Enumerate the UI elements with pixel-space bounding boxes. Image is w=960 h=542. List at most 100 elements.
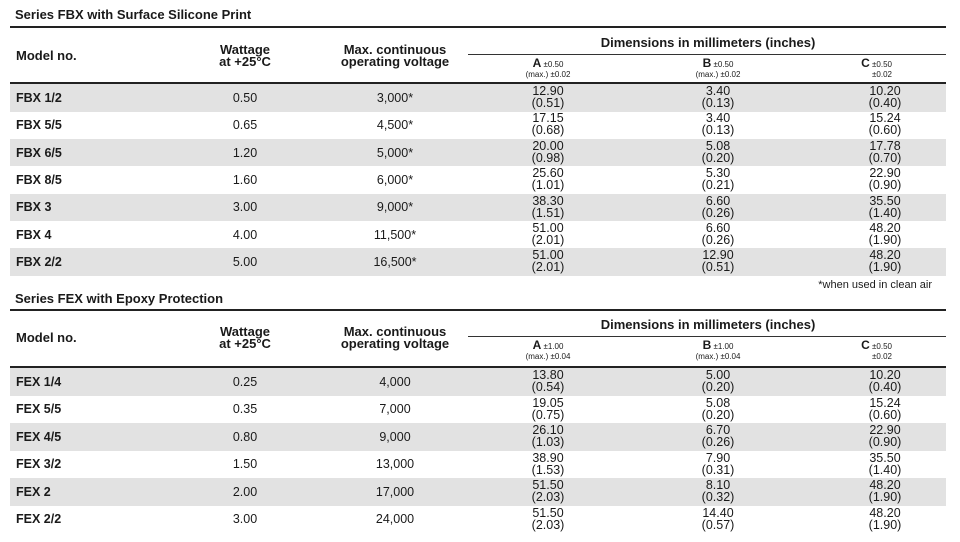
table-row: FBX 1/2 0.50 3,000* 12.90 (0.51) 3.40 (0.13) 10… xyxy=(10,84,946,112)
dimension-c: 22.90 (0.90) xyxy=(835,166,935,192)
dimension-b-mm: 5.08 xyxy=(705,395,731,410)
dimension-a: 26.10 (1.03) xyxy=(488,423,608,449)
table-row: FBX 8/5 1.60 6,000* 25.60 (1.01) 5.30 (0.21) 22… xyxy=(10,166,946,194)
dimension-c: 48.20 (1.90) xyxy=(835,506,935,532)
dimension-c-inch: (0.70) xyxy=(868,150,902,165)
dim-c-tolerance: ±0.50 xyxy=(872,60,892,69)
wattage-label-line1: Wattage xyxy=(219,42,271,57)
dimension-c: 35.50 (1.40) xyxy=(835,193,935,219)
dimension-c-mm: 35.50 xyxy=(869,450,901,465)
dimension-b: 7.90 (0.31) xyxy=(658,450,778,477)
dimension-c: 48.20 (1.90) xyxy=(835,248,935,274)
dimension-c-mm: 48.20 xyxy=(869,248,901,263)
model-number: FBX 8/5 xyxy=(16,172,62,187)
voltage-value: 11,500* xyxy=(373,227,417,242)
dimension-b-mm: 7.90 xyxy=(705,450,731,465)
dimension-c-inch: (1.40) xyxy=(868,462,902,477)
fbx-footnote: *when used in clean air xyxy=(818,279,932,291)
dim-a-tolerance: ±0.50 xyxy=(543,60,564,69)
dimension-c: 48.20 (1.90) xyxy=(835,479,935,504)
model-number: FBX 5/5 xyxy=(16,118,62,133)
fbx-header-voltage: Max. continuous operating voltage xyxy=(315,43,475,69)
dimension-b-mm: 6.70 xyxy=(705,423,731,437)
dimension-c: 10.20 (0.40) xyxy=(835,368,935,394)
dimension-a-mm: 38.30 xyxy=(532,193,564,208)
wattage-value: 1.20 xyxy=(232,145,258,160)
dimension-a: 51.00 (2.01) xyxy=(488,221,608,247)
dimension-a: 20.00 (0.98) xyxy=(488,140,608,165)
wattage-value: 0.80 xyxy=(232,429,258,444)
model-number: FEX 5/5 xyxy=(16,402,62,417)
dimension-c: 17.78 (0.70) xyxy=(835,138,935,165)
wattage-value: 0.50 xyxy=(232,90,258,105)
fex-header-rule xyxy=(10,366,946,368)
table-row: FBX 4 4.00 11,500* 51.00 (2.01) 6.60 (0.26) 48.… xyxy=(10,221,946,249)
dim-a-tolerance: ±1.00 xyxy=(543,342,564,351)
table-row: FBX 3 3.00 9,000* 38.30 (1.51) 6.60 (0.26) 35.5… xyxy=(10,193,946,222)
dimension-c-mm: 35.50 xyxy=(869,193,901,208)
dimension-a-mm: 51.00 xyxy=(532,221,564,235)
dimension-c-inch: (1.90) xyxy=(868,517,902,532)
dimension-a-inch: (1.01) xyxy=(531,178,565,193)
dimension-b-mm: 6.60 xyxy=(705,193,731,208)
dim-c-tolerance-inch: ±0.02 xyxy=(872,70,892,79)
dim-b-tolerance: ±0.50 xyxy=(713,60,734,69)
dimension-a-mm: 26.10 xyxy=(532,423,564,437)
model-number: FBX 6/5 xyxy=(16,145,62,160)
fex-top-rule xyxy=(10,309,946,311)
dimension-a-mm: 12.90 xyxy=(532,84,564,98)
dim-b-letter: B xyxy=(702,56,712,70)
model-number: FEX 2 xyxy=(16,484,51,499)
wattage-value: 1.50 xyxy=(232,457,258,472)
dimension-b-inch: (0.32) xyxy=(701,490,735,504)
wattage-value: 0.35 xyxy=(232,402,258,417)
wattage-value: 0.65 xyxy=(232,118,258,133)
fex-dimensions-title: Dimensions in millimeters (inches) xyxy=(600,317,816,332)
voltage-value: 5,000* xyxy=(376,145,414,160)
dimension-c-inch: (1.90) xyxy=(868,233,902,247)
table-row: FEX 2/2 3.00 24,000 51.50 (2.03) 14.40 (0.57) 4… xyxy=(10,506,946,534)
table-row: FBX 5/5 0.65 4,500* 17.15 (0.68) 3.40 (0.13) 15… xyxy=(10,111,946,139)
fbx-dimensions-rule xyxy=(468,54,946,55)
dimension-a-inch: (1.53) xyxy=(531,462,565,477)
dimension-c-inch: (1.90) xyxy=(868,490,902,504)
dimension-c-mm: 22.90 xyxy=(869,166,901,181)
dimension-c-inch: (0.40) xyxy=(868,380,902,394)
dimension-c-mm: 10.20 xyxy=(869,368,901,382)
dim-b-letter: B xyxy=(702,338,712,352)
fbx-section-title: Series FBX with Surface Silicone Print xyxy=(15,7,252,22)
model-number: FBX 1/2 xyxy=(16,90,62,105)
dimension-a: 51.50 (2.03) xyxy=(488,479,608,504)
dimension-b-mm: 5.00 xyxy=(705,368,731,382)
fex-section-title: Series FEX with Epoxy Protection xyxy=(15,291,224,306)
wattage-value: 3.00 xyxy=(232,200,258,215)
wattage-value: 4.00 xyxy=(232,227,258,242)
wattage-label-line1: Wattage xyxy=(219,324,271,339)
fex-dim-b-header: B ±1.00 (max.) ±0.04 xyxy=(658,338,778,362)
fex-header-voltage: Max. continuous operating voltage xyxy=(315,325,475,350)
table-row: FBX 6/5 1.20 5,000* 20.00 (0.98) 5.08 (0.20) 17… xyxy=(10,138,946,167)
dimension-c: 35.50 (1.40) xyxy=(835,450,935,477)
dim-c-tolerance: ±0.50 xyxy=(872,342,892,351)
wattage-value: 3.00 xyxy=(232,512,258,527)
dimension-b-inch: (0.26) xyxy=(701,435,735,449)
dimension-a-mm: 51.00 xyxy=(532,248,564,263)
voltage-label-line2: operating voltage xyxy=(340,54,450,69)
dimension-c-mm: 17.78 xyxy=(869,138,901,153)
fex-dim-a-header: A ±1.00 (max.) ±0.04 xyxy=(488,338,608,362)
dimension-a-inch: (0.51) xyxy=(531,96,565,110)
dim-a-letter: A xyxy=(532,338,542,352)
voltage-value: 7,000 xyxy=(379,402,411,417)
table-row: FEX 4/5 0.80 9,000 26.10 (1.03) 6.70 (0.26) 22.… xyxy=(10,423,946,451)
dimension-b-inch: (0.31) xyxy=(701,462,735,477)
fbx-dim-c-header: C ±0.50 ±0.02 xyxy=(820,57,892,80)
dimension-c-inch: (0.40) xyxy=(868,96,902,110)
wattage-value: 1.60 xyxy=(232,172,258,187)
fbx-header-model: Model no. xyxy=(16,48,77,63)
dimension-a-inch: (0.75) xyxy=(531,407,565,422)
dimension-b-mm: 5.08 xyxy=(705,138,731,153)
fex-header-wattage: Wattage at +25°C xyxy=(195,324,295,350)
dimension-a-inch: (2.03) xyxy=(531,517,565,532)
dim-a-letter: A xyxy=(532,56,542,70)
dimension-a-mm: 38.90 xyxy=(532,450,564,465)
